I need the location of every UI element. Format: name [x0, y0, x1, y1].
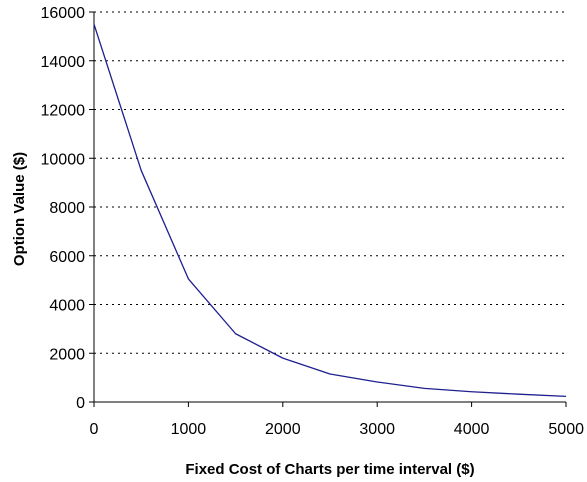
- series-layer: [93, 23, 567, 398]
- y-tick-label-12000: 12000: [41, 103, 86, 120]
- x-tick-label-2000: 2000: [265, 421, 301, 438]
- y-tick-label-0: 0: [76, 395, 85, 412]
- series-line-0: [93, 23, 567, 398]
- y-tick-label-6000: 6000: [49, 249, 85, 266]
- y-tick-label-4000: 4000: [49, 298, 85, 315]
- y-axis-title: Option Value ($): [11, 152, 28, 266]
- y-tick-label-8000: 8000: [49, 200, 85, 217]
- y-tick-label-14000: 14000: [41, 54, 86, 71]
- axes: [89, 11, 567, 407]
- x-tick-label-1000: 1000: [171, 421, 207, 438]
- y-tick-label-2000: 2000: [49, 346, 85, 363]
- x-axis-title: Fixed Cost of Charts per time interval (…: [185, 461, 474, 478]
- tick-labels: 0 2000 4000 6000 8000 10000 12000 14000 16000 0 10…: [41, 5, 585, 438]
- x-tick-label-5000: 5000: [548, 421, 584, 438]
- x-tick-label-3000: 3000: [359, 421, 395, 438]
- x-tick-label-0: 0: [90, 421, 99, 438]
- grid-lines: [94, 11, 566, 354]
- y-tick-label-10000: 10000: [41, 151, 86, 168]
- x-tick-label-4000: 4000: [454, 421, 490, 438]
- y-tick-label-16000: 16000: [41, 5, 86, 22]
